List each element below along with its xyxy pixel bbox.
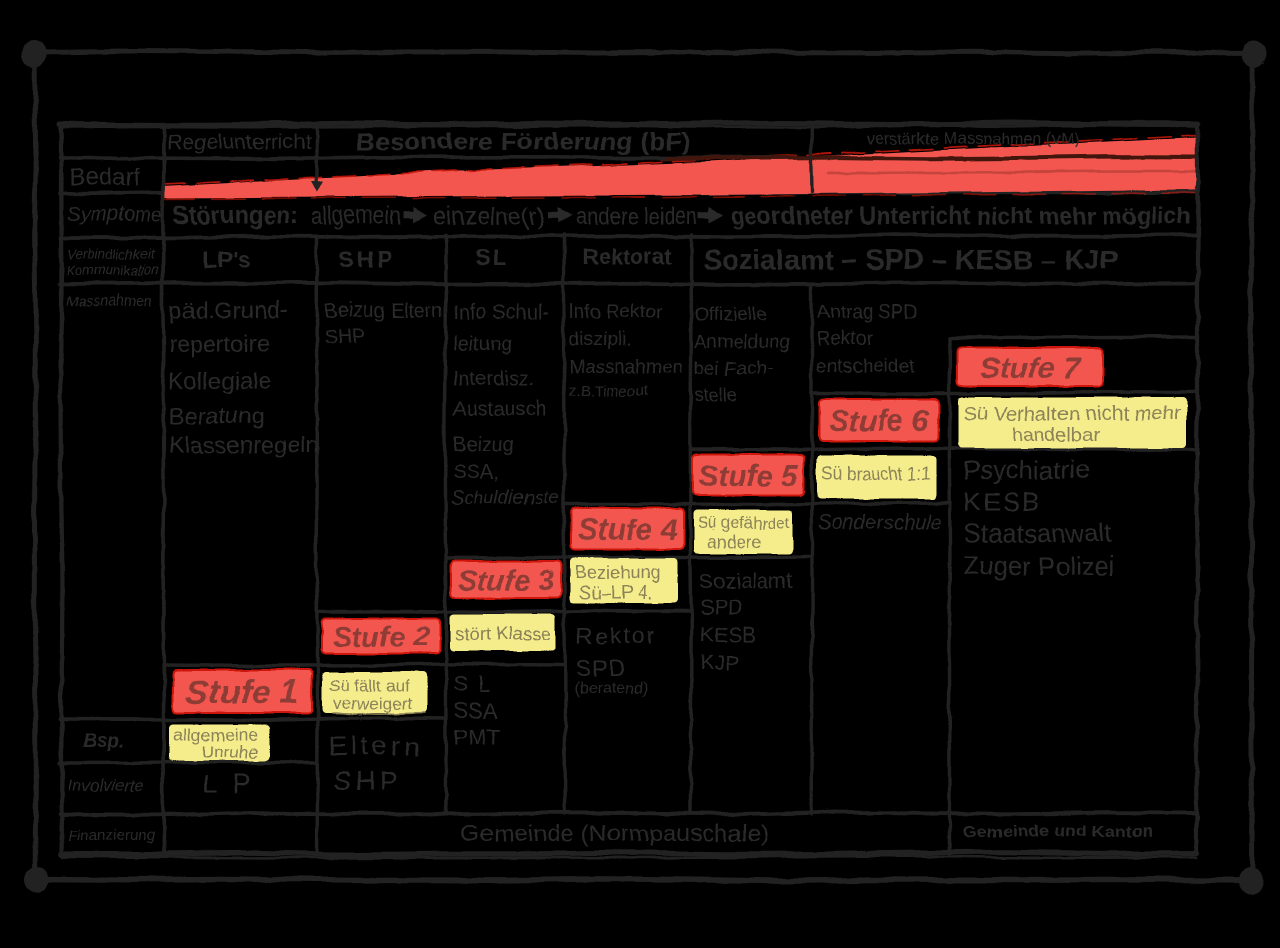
svg-text:KESB: KESB — [963, 486, 1040, 516]
svg-text:geordneter Unterricht nicht me: geordneter Unterricht nicht mehr möglich — [730, 202, 1190, 229]
svg-text:Schuldienste: Schuldienste — [450, 487, 559, 508]
svg-text:Kollegiale: Kollegiale — [168, 367, 270, 393]
svg-text:Sü Verhalten nicht mehr: Sü Verhalten nicht mehr — [962, 402, 1181, 424]
svg-text:Stufe 1: Stufe 1 — [185, 673, 298, 711]
svg-text:Beizug Eltern,: Beizug Eltern, — [323, 299, 448, 321]
svg-text:LP's: LP's — [202, 246, 250, 272]
svg-text:Rektor: Rektor — [575, 622, 655, 648]
svg-text:SSA,: SSA, — [452, 461, 498, 483]
svg-text:PMT: PMT — [452, 724, 498, 749]
svg-text:Symptome: Symptome — [66, 203, 162, 225]
svg-text:L P: L P — [202, 768, 254, 798]
svg-text:einzelne(r): einzelne(r) — [433, 202, 544, 229]
svg-text:SSA: SSA — [452, 697, 496, 722]
svg-text:handelbar: handelbar — [1012, 423, 1099, 445]
svg-text:Staatsanwalt: Staatsanwalt — [962, 517, 1112, 547]
svg-text:Info Rektor: Info Rektor — [568, 301, 662, 322]
svg-text:Involvierte: Involvierte — [66, 775, 143, 794]
svg-text:Gemeinde und Kanton: Gemeinde und Kanton — [962, 821, 1152, 840]
svg-text:Anmeldung: Anmeldung — [693, 331, 789, 352]
svg-text:Beratung: Beratung — [168, 402, 263, 428]
svg-text:SL: SL — [474, 244, 507, 270]
svg-text:Sü braucht 1:1: Sü braucht 1:1 — [821, 463, 929, 483]
svg-text:Finanzierung: Finanzierung — [67, 826, 154, 843]
svg-text:Stufe 2: Stufe 2 — [332, 620, 429, 652]
svg-text:Austausch: Austausch — [452, 397, 545, 419]
svg-text:Stufe 7: Stufe 7 — [979, 351, 1080, 384]
svg-text:Rektorat: Rektorat — [581, 243, 671, 268]
svg-text:verstärkte Massnahmen (vM): verstärkte Massnahmen (vM) — [865, 129, 1079, 147]
svg-text:entscheidet: entscheidet — [816, 355, 914, 376]
svg-text:Klassenregeln: Klassenregeln — [168, 431, 317, 457]
svg-text:Sozialamt: Sozialamt — [699, 569, 791, 592]
svg-text:Kommunikation: Kommunikation — [65, 262, 158, 277]
svg-text:Bsp.: Bsp. — [82, 730, 123, 751]
svg-text:SHP: SHP — [333, 765, 401, 795]
svg-text:allgemeine: allgemeine — [172, 724, 257, 744]
svg-text:Störungen:: Störungen: — [173, 199, 297, 229]
svg-text:Psychiatrie: Psychiatrie — [962, 454, 1089, 484]
svg-text:Sü fällt auf: Sü fällt auf — [328, 675, 409, 694]
svg-text:leitung: leitung — [452, 333, 511, 355]
svg-text:Sozialamt – SPD – KESB – KJP: Sozialamt – SPD – KESB – KJP — [702, 244, 1118, 274]
svg-text:diszipli.: diszipli. — [568, 328, 630, 349]
svg-text:Sü gefährdet: Sü gefährdet — [697, 513, 789, 532]
svg-text:Antrag SPD: Antrag SPD — [816, 301, 916, 322]
svg-text:stelle: stelle — [693, 384, 737, 405]
svg-text:SHP: SHP — [338, 245, 394, 271]
svg-text:Unruhe: Unruhe — [200, 741, 257, 761]
svg-text:SPD: SPD — [699, 596, 742, 619]
svg-text:Massnahmen: Massnahmen — [65, 293, 152, 309]
svg-text:stört Klasse: stört Klasse — [454, 622, 551, 643]
svg-text:Interdisz.: Interdisz. — [452, 367, 533, 389]
svg-text:Beziehung: Beziehung — [574, 562, 659, 582]
svg-text:Besondere Förderung (bF): Besondere Förderung (bF) — [355, 127, 689, 155]
svg-text:andere: andere — [706, 531, 761, 551]
svg-text:Sonderschule: Sonderschule — [818, 511, 940, 533]
svg-text:Offizielle: Offizielle — [693, 303, 766, 324]
svg-text:bei Fach-: bei Fach- — [693, 358, 772, 379]
svg-text:repertoire: repertoire — [168, 330, 269, 356]
svg-text:Stufe 5: Stufe 5 — [697, 458, 798, 491]
svg-text:päd.Grund-: päd.Grund- — [168, 296, 287, 322]
svg-text:S L: S L — [452, 670, 491, 695]
svg-text:Info Schul-: Info Schul- — [452, 301, 548, 323]
svg-text:SPD: SPD — [575, 654, 625, 680]
svg-text:Gemeinde (Normpauschale): Gemeinde (Normpauschale) — [460, 819, 768, 845]
svg-text:z.B.Timeout: z.B.Timeout — [568, 382, 648, 399]
svg-text:Sü–LP 4.: Sü–LP 4. — [578, 582, 652, 602]
svg-text:Stufe 6: Stufe 6 — [828, 404, 928, 437]
svg-text:Stufe 3: Stufe 3 — [457, 564, 554, 596]
svg-text:KESB: KESB — [699, 623, 755, 646]
svg-text:Massnahmen: Massnahmen — [568, 356, 682, 377]
svg-text:verweigert: verweigert — [332, 693, 411, 712]
svg-text:Regelunterricht: Regelunterricht — [166, 130, 310, 153]
svg-text:Bedarf: Bedarf — [68, 163, 139, 190]
svg-text:(beratend): (beratend) — [573, 679, 647, 696]
svg-text:andere leiden: andere leiden — [575, 202, 696, 229]
svg-text:SHP: SHP — [323, 325, 364, 347]
svg-text:KJP: KJP — [699, 651, 738, 674]
svg-text:Stufe 4: Stufe 4 — [576, 512, 676, 545]
svg-text:Rektor: Rektor — [816, 328, 873, 349]
svg-text:Zuger Polizei: Zuger Polizei — [962, 550, 1114, 580]
svg-text:Beizug: Beizug — [452, 433, 513, 455]
svg-text:Eltern: Eltern — [328, 731, 423, 761]
svg-text:allgemein: allgemein — [310, 202, 400, 229]
svg-text:Verbindlichkeit: Verbindlichkeit — [66, 246, 155, 261]
